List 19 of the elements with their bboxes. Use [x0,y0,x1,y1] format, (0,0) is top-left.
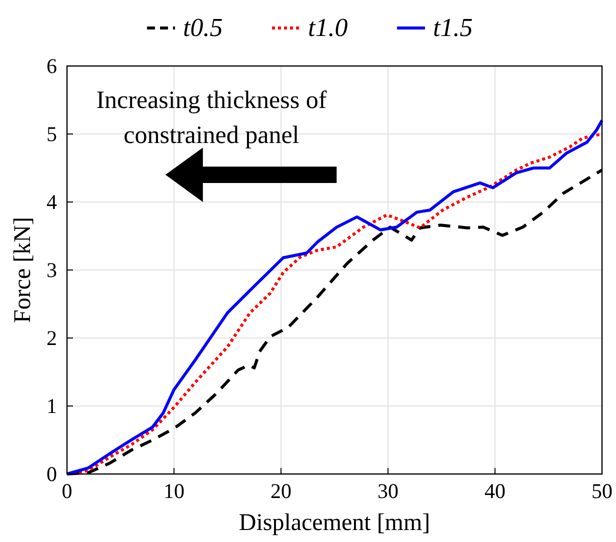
y-tick-label: 2 [46,326,57,350]
x-tick-label: 40 [484,479,506,503]
legend-label: t0.5 [183,13,223,42]
y-tick-label: 1 [46,394,57,418]
x-tick-label: 50 [592,479,612,503]
legend-label: t1.5 [433,13,473,42]
x-tick-label: 0 [62,479,72,503]
y-tick-label: 4 [46,190,58,214]
y-tick-label: 3 [46,258,57,282]
annotation: Increasing thickness of constrained panel [96,87,328,149]
y-tick-label: 5 [46,122,57,146]
y-tick-label: 0 [46,462,57,486]
y-tick-label: 6 [46,54,57,78]
y-axis-title: Force [kN] [10,217,36,323]
x-tick-label: 20 [270,479,292,503]
x-axis-title: Displacement [mm] [238,510,430,536]
legend-label: t1.0 [308,13,348,42]
x-tick-label: 10 [164,479,184,503]
x-tick-label: 30 [378,479,398,503]
